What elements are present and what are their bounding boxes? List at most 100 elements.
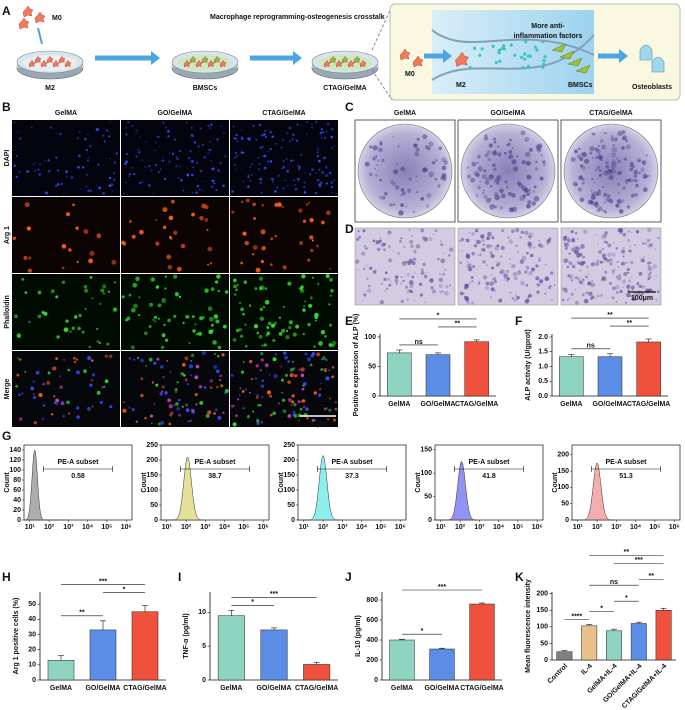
stain-dot [590, 262, 596, 267]
cell-dot [328, 397, 331, 400]
stain-dot [601, 276, 606, 280]
y-tick-label: 100 [146, 487, 158, 494]
significance-label: ns [610, 579, 618, 586]
stain-dot [363, 245, 366, 248]
y-tick-label: 120 [9, 457, 21, 464]
stain-patch [492, 150, 498, 156]
x-tick-label: 10⁴ [356, 524, 368, 531]
stain-patch [424, 145, 429, 150]
cell-dot [290, 404, 293, 407]
cell-dot [194, 323, 197, 326]
stain-dot [536, 283, 541, 287]
x-tick-label: 10¹ [436, 524, 447, 531]
cell-dot [310, 248, 314, 253]
cell-dot [162, 207, 168, 213]
cell-dot [269, 147, 273, 151]
cell-dot [155, 142, 157, 144]
cell-dot [96, 340, 100, 343]
stain-patch [482, 189, 485, 192]
cell-dot [311, 419, 315, 422]
stain-dot [615, 300, 618, 303]
cell-dot [318, 168, 321, 171]
cell-dot [311, 168, 314, 172]
cell-dot [254, 377, 258, 380]
stain-dot [459, 261, 462, 264]
stain-patch [509, 207, 514, 213]
stain-patch [487, 158, 491, 162]
stain-dot [498, 298, 503, 303]
stain-patch [369, 145, 373, 149]
cell-dot [16, 333, 22, 339]
stain-patch [466, 174, 472, 179]
cell-dot [261, 245, 266, 251]
cell-dot [183, 374, 186, 377]
stain-patch [616, 199, 622, 205]
cell-dot [298, 368, 301, 371]
cell-dot [168, 152, 171, 154]
cell-dot [55, 398, 60, 403]
cell-dot [235, 134, 238, 137]
stain-dot [372, 270, 377, 274]
stain-dot [631, 296, 637, 302]
stain-patch [429, 175, 432, 177]
cell-dot [238, 394, 241, 396]
cell-dot [306, 357, 312, 362]
cell-icon [412, 55, 424, 68]
cell-dot [127, 175, 130, 178]
cell-dot [148, 165, 151, 168]
stain-patch [506, 143, 510, 147]
stain-patch [536, 147, 542, 153]
stain-dot [574, 249, 579, 255]
cell-dot [99, 400, 104, 405]
cell-dot [260, 352, 264, 356]
x-tick-label: GO/GelMA [85, 685, 120, 692]
cell-dot [159, 168, 162, 170]
stain-dot [418, 282, 423, 287]
stain-dot [626, 267, 630, 272]
stain-patch [518, 183, 524, 189]
cell-dot [97, 163, 100, 166]
cell-dot [88, 258, 94, 264]
stain-patch [441, 157, 447, 163]
cell-dot [199, 215, 204, 221]
stain-dot [563, 242, 568, 247]
cell-dot [292, 332, 297, 337]
cell-dot [15, 384, 19, 388]
cell-dot [219, 374, 223, 378]
cell-dot [89, 250, 95, 256]
stain-dot [647, 264, 650, 267]
cell-dot [329, 294, 332, 297]
cell-dot [235, 328, 240, 333]
stain-dot [428, 237, 433, 242]
stain-dot [383, 277, 387, 282]
cell-dot [63, 358, 66, 361]
cell-dot [63, 327, 69, 333]
cell-dot [91, 405, 94, 408]
y-tick-label: 1.5 [538, 349, 548, 356]
cell-dot [128, 357, 132, 360]
cell-dot [89, 189, 93, 193]
stain-patch [603, 193, 607, 197]
stain-patch [635, 183, 639, 188]
stain-dot [421, 268, 424, 271]
stain-dot [409, 239, 414, 244]
stain-dot [538, 240, 541, 242]
stain-patch [575, 183, 578, 186]
cell-dot [233, 405, 235, 407]
stain-dot [564, 239, 566, 242]
cell-dot [309, 235, 314, 240]
stain-dot [415, 244, 421, 249]
y-tick-label: 150 [420, 447, 432, 454]
x-tick-label: CTAG/GelMA [460, 685, 503, 692]
cell-dot [87, 406, 91, 411]
stain-dot [424, 301, 427, 304]
gate-label: PE-A subset [469, 459, 511, 466]
stain-patch [612, 159, 615, 162]
stain-patch [578, 147, 581, 151]
stain-dot [434, 229, 438, 232]
x-tick-label: 10³ [63, 524, 74, 531]
cell-dot [258, 276, 264, 281]
cell-dot [256, 417, 259, 420]
stain-patch [484, 153, 489, 158]
cell-dot [259, 316, 264, 321]
